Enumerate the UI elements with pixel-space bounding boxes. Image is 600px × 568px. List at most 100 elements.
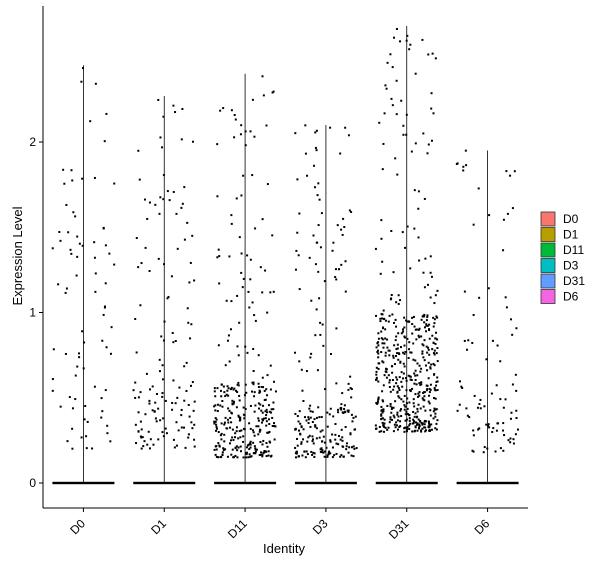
point-D11 bbox=[249, 278, 252, 281]
point-D31 bbox=[391, 371, 394, 374]
point-D31 bbox=[403, 430, 406, 433]
point-D6 bbox=[496, 422, 499, 425]
point-D11 bbox=[236, 449, 239, 452]
point-D6 bbox=[462, 169, 465, 172]
point-D0 bbox=[63, 182, 66, 185]
point-D1 bbox=[171, 408, 174, 411]
point-D31 bbox=[436, 388, 439, 391]
point-D1 bbox=[142, 445, 145, 448]
point-D1 bbox=[148, 447, 151, 450]
point-D3 bbox=[310, 299, 313, 302]
point-D31 bbox=[381, 260, 384, 263]
point-D31 bbox=[427, 361, 430, 364]
point-D3 bbox=[296, 415, 299, 418]
point-D11 bbox=[242, 440, 245, 443]
point-D31 bbox=[397, 395, 400, 398]
point-D31 bbox=[430, 363, 433, 366]
point-D3 bbox=[349, 375, 352, 378]
point-D3 bbox=[319, 246, 322, 249]
point-D31 bbox=[414, 393, 417, 396]
point-D11 bbox=[239, 416, 242, 419]
point-D11 bbox=[268, 423, 271, 426]
point-D3 bbox=[343, 226, 346, 229]
point-D3 bbox=[336, 408, 339, 411]
point-D11 bbox=[220, 383, 223, 386]
point-D11 bbox=[224, 448, 227, 451]
point-D3 bbox=[294, 456, 297, 459]
point-D31 bbox=[376, 350, 379, 353]
point-D11 bbox=[237, 446, 240, 449]
point-D1 bbox=[137, 430, 140, 433]
point-D3 bbox=[298, 429, 301, 432]
point-D3 bbox=[311, 435, 314, 438]
point-D31 bbox=[412, 358, 415, 361]
point-D11 bbox=[261, 376, 264, 379]
point-D31 bbox=[409, 351, 412, 354]
point-D6 bbox=[487, 287, 490, 290]
point-D31 bbox=[414, 425, 417, 428]
point-D31 bbox=[422, 344, 425, 347]
point-D3 bbox=[331, 433, 334, 436]
point-D3 bbox=[326, 454, 329, 457]
point-D3 bbox=[334, 268, 337, 271]
point-D31 bbox=[433, 349, 436, 352]
point-D1 bbox=[137, 149, 140, 152]
point-D11 bbox=[270, 411, 273, 414]
point-D3 bbox=[296, 231, 299, 234]
point-D31 bbox=[414, 421, 417, 424]
point-D1 bbox=[158, 370, 161, 373]
point-D0 bbox=[66, 440, 69, 443]
point-D31 bbox=[418, 423, 421, 426]
point-D31 bbox=[432, 352, 435, 355]
point-D11 bbox=[261, 418, 264, 421]
point-D1 bbox=[153, 410, 156, 413]
point-D3 bbox=[339, 455, 342, 458]
point-D31 bbox=[387, 349, 390, 352]
point-D31 bbox=[432, 316, 435, 319]
point-D6 bbox=[504, 398, 507, 401]
point-D3 bbox=[331, 249, 334, 252]
point-D3 bbox=[315, 129, 318, 132]
point-D0 bbox=[76, 365, 79, 368]
point-D11 bbox=[247, 456, 250, 459]
point-D31 bbox=[429, 409, 432, 412]
point-D11 bbox=[216, 195, 219, 198]
point-D11 bbox=[233, 387, 236, 390]
point-D31 bbox=[423, 197, 426, 200]
point-D0 bbox=[52, 348, 55, 351]
point-D11 bbox=[215, 455, 218, 458]
point-D1 bbox=[161, 364, 164, 367]
point-D31 bbox=[413, 430, 416, 433]
point-D3 bbox=[346, 409, 349, 412]
point-D1 bbox=[188, 415, 191, 418]
point-D11 bbox=[264, 398, 267, 401]
point-D11 bbox=[222, 447, 225, 450]
point-D31 bbox=[396, 352, 399, 355]
point-D3 bbox=[303, 416, 306, 419]
legend-swatch-D3 bbox=[540, 258, 556, 273]
point-D31 bbox=[412, 398, 415, 401]
point-D11 bbox=[215, 425, 218, 428]
point-D31 bbox=[436, 376, 439, 379]
point-D3 bbox=[319, 333, 322, 336]
point-D11 bbox=[215, 423, 218, 426]
point-D3 bbox=[302, 399, 305, 402]
point-D31 bbox=[404, 336, 407, 339]
point-D31 bbox=[429, 296, 432, 299]
point-D31 bbox=[402, 351, 405, 354]
point-D3 bbox=[329, 452, 332, 455]
point-D31 bbox=[421, 343, 424, 346]
y-tick-label: 1 bbox=[29, 306, 36, 320]
point-D6 bbox=[483, 446, 486, 449]
point-D31 bbox=[424, 426, 427, 429]
point-D1 bbox=[140, 262, 143, 265]
point-D31 bbox=[388, 314, 391, 317]
point-D1 bbox=[164, 399, 167, 402]
point-D3 bbox=[305, 419, 308, 422]
point-D31 bbox=[413, 382, 416, 385]
point-D0 bbox=[71, 407, 74, 410]
x-axis: D0 D1 D11 D3 D31 D6 bbox=[43, 507, 528, 542]
point-D31 bbox=[375, 373, 378, 376]
point-D31 bbox=[402, 330, 405, 333]
point-D3 bbox=[350, 211, 353, 214]
